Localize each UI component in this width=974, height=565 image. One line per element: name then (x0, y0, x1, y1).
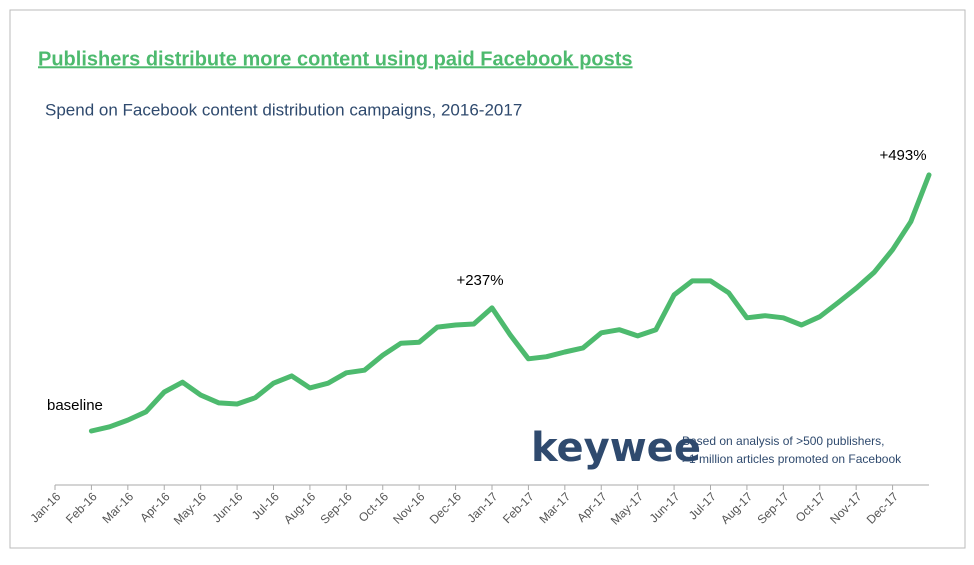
x-tick-label: Mar-17 (536, 489, 573, 526)
x-tick-label: Feb-16 (63, 489, 100, 526)
chart-border (9, 9, 966, 549)
x-tick-label: May-16 (171, 489, 209, 527)
x-tick-label: Apr-16 (137, 489, 173, 525)
footnote: Based on analysis of >500 publishers, (682, 434, 884, 448)
x-tick-label: Mar-16 (99, 489, 136, 526)
x-tick-label: Oct-16 (356, 489, 392, 525)
logo: keywee (531, 425, 701, 471)
x-tick-label: Jun-17 (647, 489, 683, 525)
x-tick-label: Jul-17 (686, 489, 719, 522)
x-tick-label: Sep-16 (317, 489, 354, 526)
annotation: baseline (47, 397, 103, 414)
x-tick-label: Jul-16 (249, 489, 282, 522)
footnote: >1 million articles promoted on Facebook (682, 452, 902, 466)
chart-title: Publishers distribute more content using… (38, 48, 633, 70)
x-tick-label: Dec-17 (864, 489, 901, 526)
x-tick-label: Dec-16 (427, 489, 464, 526)
x-tick-label: Jan-17 (465, 489, 501, 525)
x-tick-label: Aug-17 (718, 489, 755, 526)
x-tick-label: Jun-16 (210, 489, 246, 525)
x-tick-label: Nov-17 (827, 489, 864, 526)
x-tick-label: Oct-17 (793, 489, 829, 525)
annotation: +493% (879, 147, 926, 164)
line-series (88, 172, 932, 434)
x-tick-label: Aug-16 (281, 489, 318, 526)
chart-subtitle: Spend on Facebook content distribution c… (45, 100, 522, 119)
x-tick-label: Sep-17 (754, 489, 791, 526)
x-tick-label: Feb-17 (500, 489, 537, 526)
x-tick-label: Apr-17 (574, 489, 610, 525)
x-tick-label: Nov-16 (390, 489, 427, 526)
annotation: +237% (456, 272, 503, 289)
x-tick-label: May-17 (608, 489, 646, 527)
x-tick-label: Jan-16 (28, 489, 64, 525)
